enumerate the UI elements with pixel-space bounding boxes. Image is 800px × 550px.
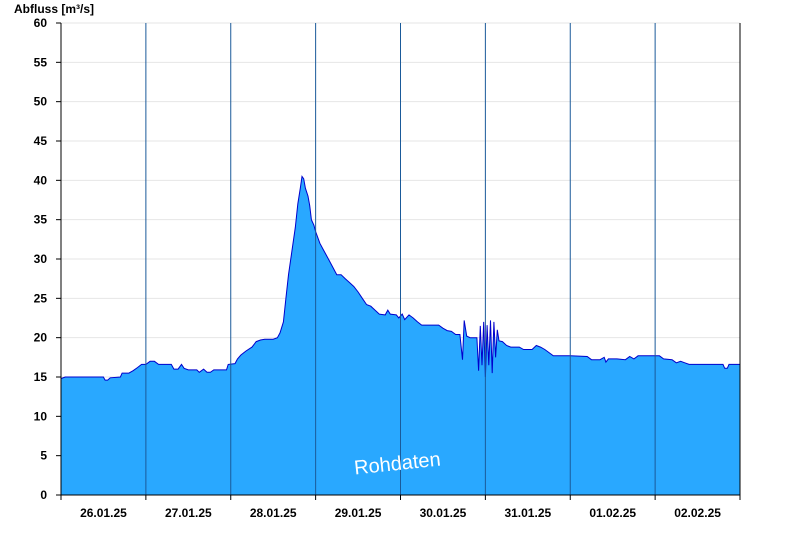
x-tick-label: 28.01.25: [250, 506, 297, 520]
y-tick-label: 10: [34, 409, 48, 423]
x-tick-label: 26.01.25: [80, 506, 127, 520]
x-tick-label: 31.01.25: [504, 506, 551, 520]
x-tick-label: 30.01.25: [420, 506, 467, 520]
x-tick-label: 02.02.25: [674, 506, 721, 520]
y-tick-label: 55: [34, 55, 48, 69]
y-tick-label: 35: [34, 213, 48, 227]
y-tick-label: 40: [34, 173, 48, 187]
y-tick-label: 25: [34, 291, 48, 305]
y-tick-label: 60: [34, 16, 48, 30]
x-tick-label: 01.02.25: [589, 506, 636, 520]
day-separators: [145, 23, 656, 495]
y-tick-label: 20: [34, 331, 48, 345]
y-tick-label: 0: [40, 488, 47, 502]
y-tick-label: 30: [34, 252, 48, 266]
x-axis-ticks: 26.01.25 27.01.25 28.01.25 29.01.25 30.01.25…: [60, 495, 741, 520]
discharge-line: [60, 175, 740, 381]
x-tick-label: 29.01.25: [335, 506, 382, 520]
y-axis-title: Abfluss [m³/s]: [14, 2, 94, 16]
x-tick-label: 27.01.25: [165, 506, 212, 520]
y-tick-label: 5: [40, 449, 47, 463]
y-tick-label: 15: [34, 370, 48, 384]
y-tick-label: 50: [34, 95, 48, 109]
y-tick-label: 45: [34, 134, 48, 148]
y-axis-ticks: 0 5 10 15 20 25 30 35 40 45 50 55 60: [34, 16, 61, 502]
